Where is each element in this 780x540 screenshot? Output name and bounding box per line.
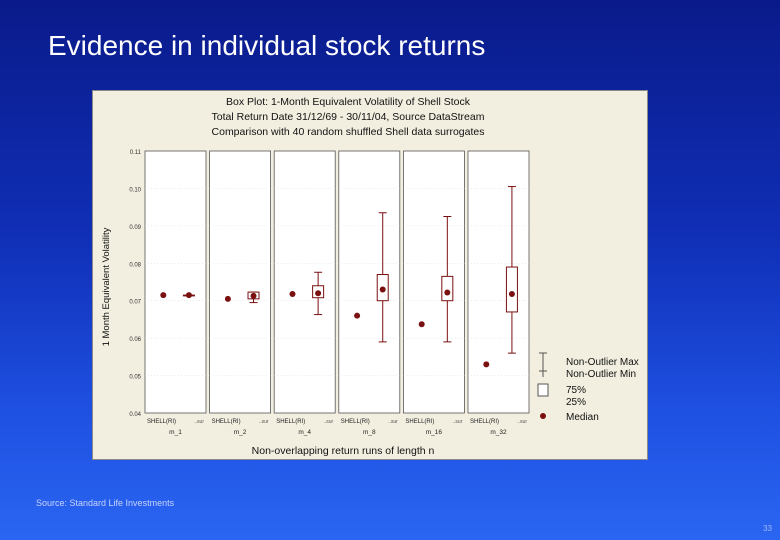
surrogate-median-point	[250, 292, 257, 299]
y-tick-label: 0.06	[129, 337, 141, 343]
chart-panel-m_4: SHELL(RI) ..sur m_4	[273, 150, 336, 436]
box-plot-svg: Box Plot: 1-Month Equivalent Volatility …	[101, 96, 639, 457]
surrogate-median-point	[315, 290, 322, 297]
y-tick-label: 0.09	[129, 225, 141, 231]
shell-median-point	[224, 295, 231, 302]
chart-panel-m_1: SHELL(RI) ..sur m_1	[144, 150, 207, 436]
category-label-shell: SHELL(RI)	[470, 419, 499, 425]
legend-entry: Non-Outlier Max	[566, 357, 639, 368]
y-tick-label: 0.11	[130, 150, 142, 156]
surrogate-box	[505, 266, 518, 313]
category-label-shell: SHELL(RI)	[212, 419, 241, 425]
category-label-shell: SHELL(RI)	[341, 419, 370, 425]
category-label-surrogate: ..sur	[388, 419, 398, 425]
category-label-surrogate: ..sur	[517, 419, 527, 425]
box-plot-figure: Box Plot: 1-Month Equivalent Volatility …	[92, 90, 648, 460]
category-label-surrogate: ..sur	[194, 419, 204, 425]
shell-median-point	[354, 312, 361, 319]
category-label-surrogate: ..sur	[323, 419, 333, 425]
panel-plot-area	[338, 150, 401, 414]
chart-subtitle-line: Total Return Date 31/12/69 - 30/11/04, S…	[212, 111, 485, 123]
shell-median-point	[483, 361, 490, 368]
legend-box-symbol	[537, 383, 549, 397]
source-note: Source: Standard Life Investments	[36, 498, 175, 508]
y-axis-ticks: 0.11 0.10 0.09 0.08 0.07 0.06 0.05 0.04	[129, 150, 141, 418]
chart-panel-m_8: SHELL(RI) ..sur m_8	[338, 150, 401, 436]
panel-name-label: m_1	[169, 429, 182, 436]
category-label-shell: SHELL(RI)	[147, 419, 176, 425]
panel-plot-area	[144, 150, 207, 414]
panel-name-label: m_8	[363, 429, 376, 436]
legend-entry: Median	[566, 412, 599, 423]
chart-title-line: Box Plot: 1-Month Equivalent Volatility …	[226, 96, 471, 108]
chart-panel-m_16: SHELL(RI) ..sur m_16	[402, 150, 465, 436]
panel-name-label: m_16	[426, 429, 443, 436]
surrogate-median-point	[444, 289, 451, 296]
slide-title: Evidence in individual stock returns	[48, 30, 486, 61]
category-label-shell: SHELL(RI)	[276, 419, 305, 425]
y-tick-label: 0.10	[129, 187, 141, 193]
panel-name-label: m_32	[490, 429, 507, 436]
panel-plot-area	[273, 150, 336, 414]
panel-name-label: m_4	[298, 429, 311, 436]
y-tick-label: 0.04	[129, 412, 141, 418]
y-axis-label: 1 Month Equivalent Volatility	[101, 227, 112, 346]
chart-panel-m_2: SHELL(RI) ..sur m_2	[209, 150, 271, 436]
y-tick-label: 0.05	[129, 375, 141, 381]
shell-median-point	[289, 290, 296, 297]
category-label-shell: SHELL(RI)	[405, 419, 434, 425]
surrogate-median-point	[379, 286, 386, 293]
page-number: 33	[763, 524, 772, 533]
surrogate-box	[441, 275, 454, 302]
legend-median-symbol	[540, 413, 546, 419]
chart-panel-m_32: SHELL(RI) ..sur m_32	[467, 150, 530, 436]
chart-title-group: Box Plot: 1-Month Equivalent Volatility …	[212, 96, 485, 138]
panel-plot-area	[209, 150, 271, 414]
legend-entry: Non-Outlier Min	[566, 369, 636, 380]
y-tick-label: 0.07	[129, 300, 141, 306]
shell-median-point	[418, 321, 425, 328]
panel-plot-area	[467, 150, 530, 414]
category-label-surrogate: ..sur	[259, 419, 269, 425]
x-axis-label: Non-overlapping return runs of length n	[252, 445, 435, 457]
chart-subtitle-line: Comparison with 40 random shuffled Shell…	[212, 126, 485, 138]
legend-entry: 75%	[566, 385, 586, 396]
category-label-surrogate: ..sur	[453, 419, 463, 425]
shell-median-point	[160, 292, 167, 299]
panel-plot-area	[402, 150, 465, 414]
surrogate-median-point	[508, 290, 515, 297]
surrogate-median-point	[185, 292, 192, 299]
y-tick-label: 0.08	[129, 262, 141, 268]
legend-entry: 25%	[566, 397, 586, 408]
panel-name-label: m_2	[234, 429, 247, 436]
